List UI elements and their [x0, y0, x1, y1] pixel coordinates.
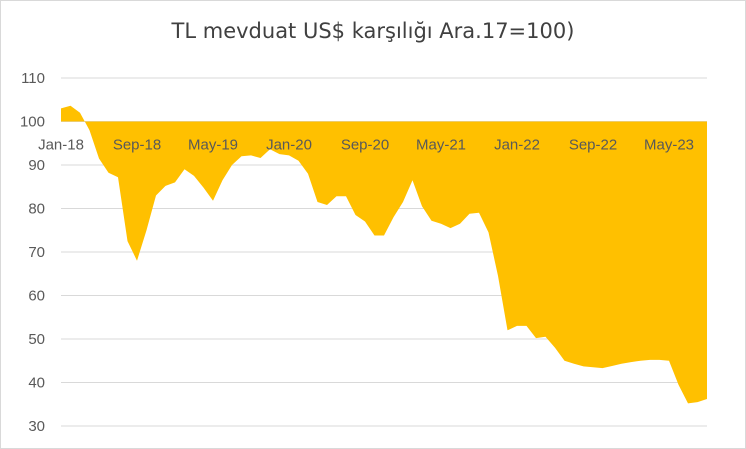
- x-tick-label: Jan-18: [38, 137, 84, 154]
- y-tick-label: 100: [20, 114, 45, 131]
- x-tick-label: Sep-22: [569, 137, 617, 154]
- y-tick-label: 50: [28, 331, 45, 348]
- area-series-fill: [61, 105, 707, 404]
- x-tick-label: May-19: [188, 137, 238, 154]
- x-tick-label: Jan-20: [266, 137, 312, 154]
- x-axis-ticks: Jan-18 Sep-18 May-19 Jan-20 Sep-20 May-21 Jan-…: [38, 137, 694, 154]
- x-tick-label: Jan-22: [494, 137, 540, 154]
- y-tick-label: 110: [21, 70, 45, 87]
- x-tick-label: Sep-18: [113, 137, 161, 154]
- y-tick-label: 90: [28, 157, 45, 174]
- chart-title: TL mevduat US$ karşılığı Ara.17=100): [171, 19, 575, 43]
- y-tick-label: 30: [28, 418, 45, 435]
- x-tick-label: May-23: [644, 137, 694, 154]
- x-tick-label: Sep-20: [341, 137, 389, 154]
- y-axis-ticks: 30 40 50 60 70 80 90 100 110: [20, 70, 45, 435]
- y-tick-label: 60: [28, 288, 45, 305]
- y-tick-label: 80: [28, 201, 45, 218]
- area-series: [61, 105, 707, 404]
- x-tick-label: May-21: [416, 137, 466, 154]
- y-tick-label: 70: [28, 244, 45, 261]
- y-tick-label: 40: [28, 375, 45, 392]
